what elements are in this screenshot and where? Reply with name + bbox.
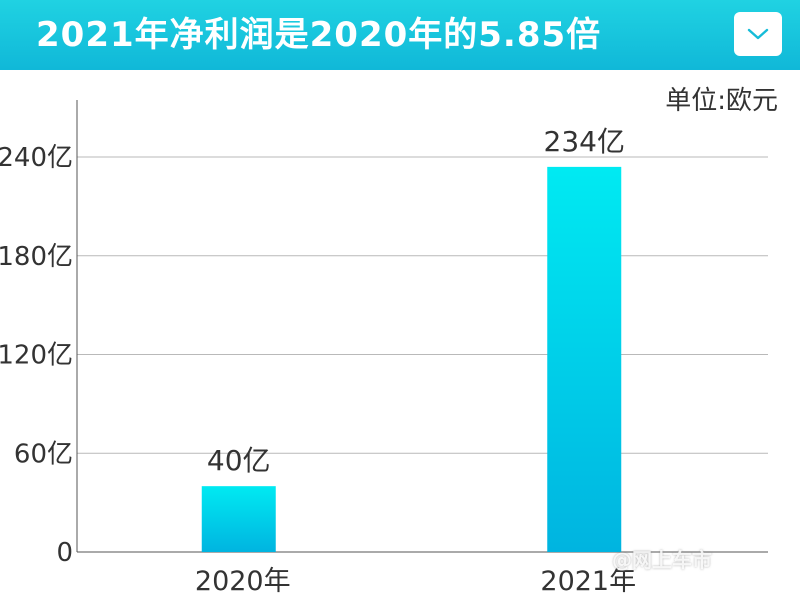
- y-tick-label: 120亿: [0, 341, 73, 371]
- x-tick-label: 2020年: [195, 566, 291, 597]
- chevron-down-icon: [747, 28, 769, 40]
- bar-2021年: [547, 166, 622, 552]
- title-bar: 2021年净利润是2020年的5.85倍: [0, 0, 800, 70]
- bar-2020年: [201, 486, 276, 552]
- chart-title: 2021年净利润是2020年的5.85倍: [36, 15, 602, 55]
- data-label: 234亿: [544, 125, 625, 158]
- x-tick-label: 2021年: [540, 566, 636, 597]
- y-tick-label: 0: [56, 538, 73, 568]
- watermark: @网上车市: [612, 548, 712, 572]
- data-label: 40亿: [207, 444, 271, 477]
- dropdown-button[interactable]: [734, 12, 782, 56]
- y-tick-label: 60亿: [14, 439, 73, 469]
- y-tick-label: 180亿: [0, 242, 73, 272]
- y-tick-label: 240亿: [0, 143, 73, 173]
- unit-label: 单位:欧元: [665, 86, 778, 116]
